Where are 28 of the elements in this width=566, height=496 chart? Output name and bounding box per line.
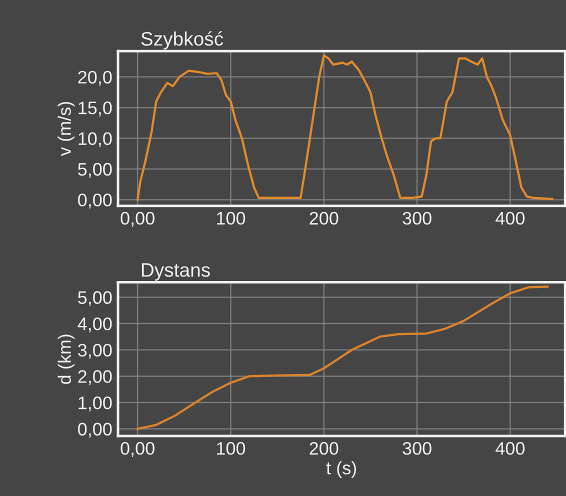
x-tick-label: 300	[402, 442, 432, 455]
y-tick-label: 5,00	[78, 291, 112, 306]
y-tick-label: 1,00	[78, 396, 112, 412]
x-tick-label: 300	[402, 212, 432, 225]
y-tick-label: 0,00	[78, 194, 112, 209]
x-tick-label: 400	[496, 212, 525, 225]
x-axis-title: t (s)	[326, 461, 356, 478]
y-tick-label: 5,00	[78, 162, 112, 178]
line-series	[136, 286, 549, 430]
x-tick-label: 200	[310, 442, 338, 455]
y-tick-label: 4,00	[78, 317, 112, 332]
x-tick-label: 400	[496, 442, 525, 455]
y-tick-label: 15,0	[78, 102, 112, 116]
y-axis-title: v (m/s)	[58, 102, 75, 156]
y-tick-label: 3,00	[78, 344, 112, 359]
x-tick-label: 200	[310, 212, 338, 225]
y-tick-label: 10,0	[78, 132, 112, 148]
x-tick-label: 0,00	[120, 442, 154, 457]
y-axis-title: d (km)	[58, 334, 75, 384]
chart-title: Dystans	[142, 263, 210, 281]
x-tick-label: 100	[217, 442, 246, 455]
y-tick-label: 0,00	[78, 422, 112, 438]
chart-title: Szybkość	[141, 31, 224, 50]
y-tick-label: 2,00	[78, 370, 112, 386]
y-tick-label: 20,0	[78, 70, 112, 86]
line-series	[136, 54, 554, 201]
x-tick-label: 0,00	[120, 212, 154, 227]
x-tick-label: 100	[217, 212, 246, 225]
